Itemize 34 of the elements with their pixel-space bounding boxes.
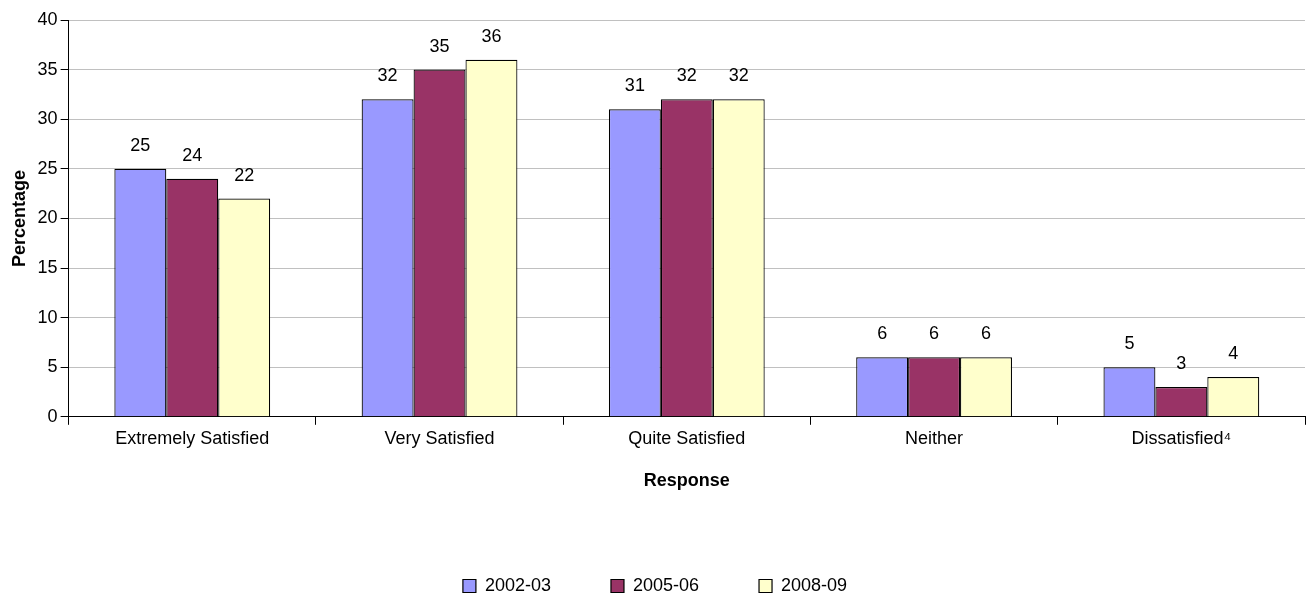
data-label: 6 (877, 323, 888, 344)
data-label: 24 (182, 144, 203, 165)
y-tick-label: 25 (37, 157, 58, 178)
x-tick-label: Very Satisfied (384, 427, 495, 448)
y-tick-label: 35 (37, 58, 58, 79)
data-label: 32 (728, 65, 749, 86)
legend-label: 2005-06 (632, 574, 700, 595)
y-tick-label: 0 (47, 405, 58, 426)
y-tick-label: 15 (37, 256, 58, 277)
data-label: 22 (234, 164, 255, 185)
data-label: 4 (1228, 343, 1239, 364)
y-tick-label: 40 (37, 8, 58, 29)
data-label: 32 (676, 65, 697, 86)
y-tick-label: 5 (47, 356, 58, 377)
data-label: 5 (1124, 333, 1135, 354)
data-label: 35 (429, 35, 450, 56)
y-axis-title: Percentage (8, 169, 29, 267)
x-axis-title: Response (643, 470, 730, 491)
data-label: 25 (130, 134, 151, 155)
y-tick-label: 30 (37, 108, 58, 129)
data-label: 31 (624, 75, 645, 96)
y-tick-label: 20 (37, 207, 58, 228)
data-label: 6 (929, 323, 940, 344)
x-tick-label: Quite Satisfied (628, 427, 746, 448)
x-tick-label: Extremely Satisfied (115, 427, 270, 448)
x-tick-label: Dissatisfied⁴ (1131, 427, 1232, 448)
data-label: 3 (1176, 353, 1187, 374)
legend-label: 2008-09 (781, 574, 848, 595)
x-tick-label: Neither (905, 427, 964, 448)
data-label: 32 (377, 65, 398, 86)
data-label: 36 (481, 25, 502, 46)
data-label: 6 (981, 323, 992, 344)
y-tick-label: 10 (37, 306, 58, 327)
legend-label: 2002-03 (484, 574, 551, 595)
